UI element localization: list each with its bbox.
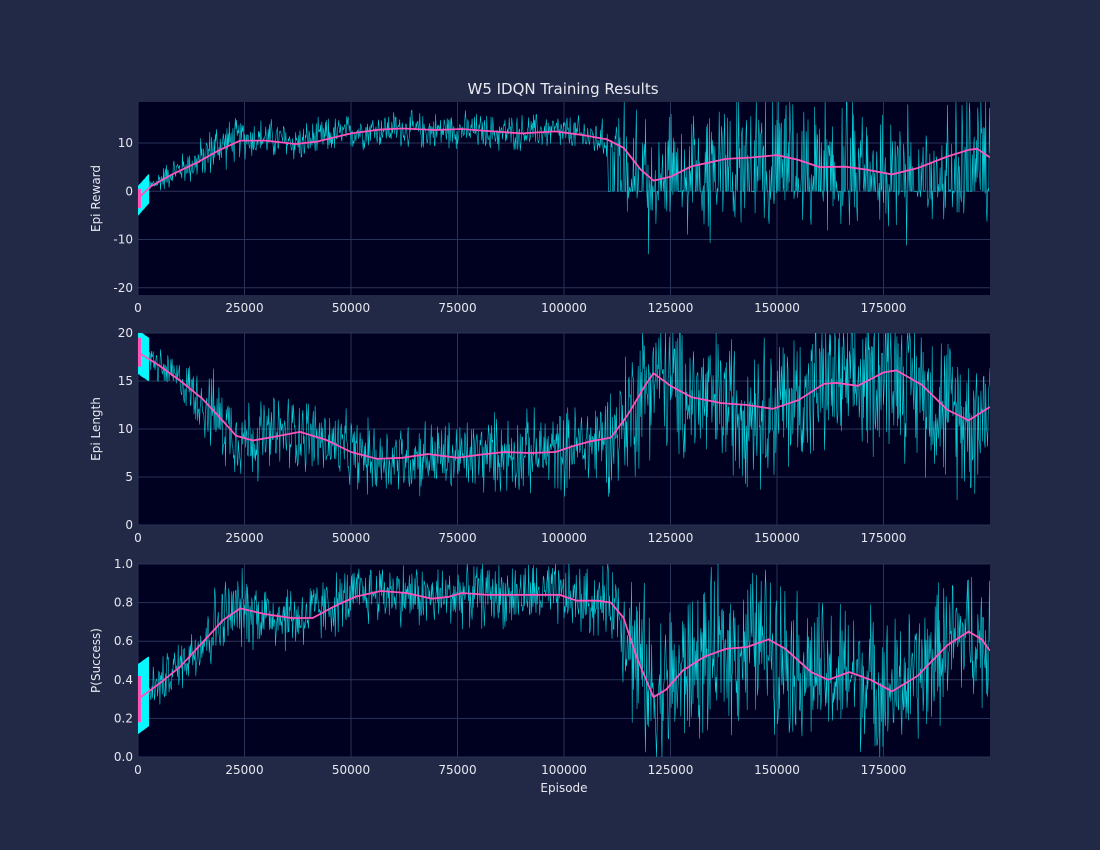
subplot-3: 0 25000 50000 75000 100000 125000 150000 175000… <box>89 557 990 795</box>
y-tick-label: 0.2 <box>114 711 133 725</box>
x-tick-label: 100000 <box>541 301 587 315</box>
figure-title: W5 IDQN Training Results <box>467 80 658 98</box>
x-tick-label: 0 <box>134 763 142 777</box>
x-tick-label: 175000 <box>861 763 907 777</box>
y-tick-label: 5 <box>125 470 133 484</box>
y-tick-label: 0 <box>125 184 133 198</box>
x-tick-label: 75000 <box>438 763 476 777</box>
x-tick-label: 75000 <box>438 301 476 315</box>
smoothed-series-line <box>138 351 990 460</box>
y-tick-label: 0.0 <box>114 750 133 764</box>
y-tick-label: 0.4 <box>114 673 133 687</box>
smoothed-series-line <box>138 127 990 200</box>
x-tick-label: 0 <box>134 301 142 315</box>
y-tick-label: 10 <box>118 136 133 150</box>
x-tick-label: 150000 <box>754 531 800 545</box>
x-tick-label: 175000 <box>861 301 907 315</box>
raw-series-line <box>138 564 990 757</box>
subplot-2: 0 25000 50000 75000 100000 125000 150000 175000… <box>89 326 990 545</box>
y-tick-label: 15 <box>118 374 133 388</box>
x-tick-label: 75000 <box>438 531 476 545</box>
raw-series-line <box>138 333 990 501</box>
y-tick-label: 0.6 <box>114 634 133 648</box>
subplot-1: 0 25000 50000 75000 100000 125000 150000 175000… <box>89 102 990 315</box>
y-tick-label: 10 <box>118 422 133 436</box>
x-tick-label: 25000 <box>225 531 263 545</box>
x-axis-label: Episode <box>540 781 587 795</box>
y-tick-label: 1.0 <box>114 557 133 571</box>
y-axis-label: P(Success) <box>89 628 103 693</box>
x-tick-label: 150000 <box>754 301 800 315</box>
x-tick-label: 25000 <box>225 301 263 315</box>
y-axis-label: Epi Length <box>89 397 103 461</box>
y-tick-label: 0 <box>125 518 133 532</box>
y-tick-label: 20 <box>118 326 133 340</box>
y-tick-label: 0.8 <box>114 596 133 610</box>
x-tick-label: 125000 <box>648 301 694 315</box>
y-axis-label: Epi Reward <box>89 165 103 232</box>
x-tick-label: 50000 <box>332 763 370 777</box>
x-tick-label: 175000 <box>861 531 907 545</box>
x-tick-label: 50000 <box>332 301 370 315</box>
subplot-panels: 0 25000 50000 75000 100000 125000 150000 175000… <box>89 102 990 795</box>
x-tick-label: 0 <box>134 531 142 545</box>
x-tick-label: 25000 <box>225 763 263 777</box>
y-tick-label: -10 <box>113 233 133 247</box>
smoothed-series-line <box>138 590 990 700</box>
x-tick-label: 125000 <box>648 531 694 545</box>
x-tick-label: 100000 <box>541 763 587 777</box>
raw-series-line <box>138 102 990 255</box>
x-tick-label: 100000 <box>541 531 587 545</box>
x-tick-label: 50000 <box>332 531 370 545</box>
x-tick-label: 125000 <box>648 763 694 777</box>
y-tick-label: -20 <box>113 281 133 295</box>
x-tick-label: 150000 <box>754 763 800 777</box>
